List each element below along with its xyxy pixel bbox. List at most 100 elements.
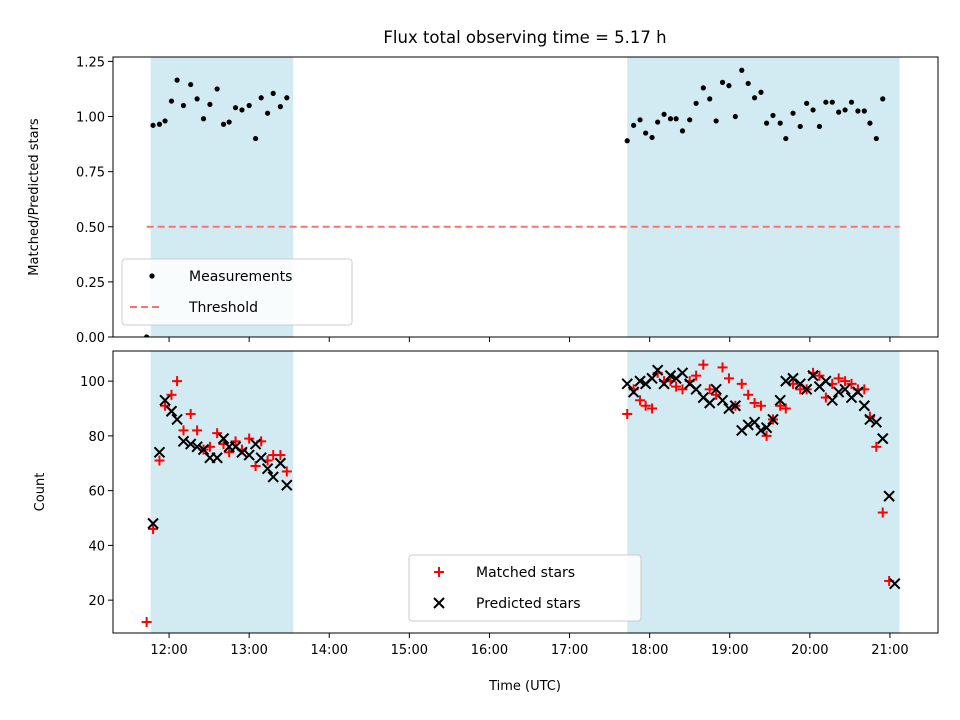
measurement-point: [861, 108, 867, 114]
ratio-y-tick-label: 1.00: [76, 111, 105, 126]
count-plot-area: [141, 359, 901, 628]
legend-handle-0: [149, 273, 155, 279]
predicted-star-point: [281, 479, 293, 491]
predicted-star-point: [255, 452, 267, 464]
matched-star-point: [281, 466, 292, 477]
count-y-axis-label: Count: [33, 473, 48, 512]
predicted-star-point: [826, 394, 838, 406]
count-observing-window-0: [150, 351, 294, 633]
x-tick-label: 13:00: [230, 643, 267, 658]
measurement-point: [700, 85, 706, 91]
predicted-star-point: [767, 413, 779, 426]
count-y-tick-label: 40: [88, 539, 105, 554]
ratio-y-tick-label: 0.00: [76, 331, 105, 346]
matched-star-point: [635, 395, 646, 406]
measurement-point: [679, 128, 686, 134]
predicted-star-point: [858, 400, 871, 412]
matched-star-point: [212, 428, 223, 439]
measurement-point: [277, 104, 284, 110]
measurement-point: [790, 110, 796, 116]
measurement-point: [264, 110, 271, 116]
predicted-star-point: [217, 432, 230, 445]
matched-star-point: [749, 398, 760, 409]
measurement-point: [829, 99, 835, 105]
measurement-point: [631, 122, 637, 128]
matched-star-point: [736, 378, 747, 389]
measurement-point: [207, 101, 213, 108]
predicted-star-point: [839, 383, 851, 396]
measurement-point: [150, 122, 156, 128]
count-series-1: [147, 364, 901, 590]
measurement-point: [873, 135, 879, 142]
measurement-point: [810, 107, 816, 113]
predicted-star-point: [883, 490, 895, 502]
predicted-star-point: [177, 435, 190, 448]
matched-star-point: [154, 455, 165, 466]
measurement-point: [661, 111, 667, 117]
measurement-point: [804, 100, 810, 106]
measurement-point: [797, 123, 803, 130]
measurement-point: [751, 95, 758, 101]
matched-star-point: [244, 433, 255, 444]
matched-star-point: [677, 384, 688, 395]
measurement-point: [188, 81, 194, 88]
matched-star-point: [698, 359, 709, 370]
measurement-point: [783, 135, 789, 142]
measurement-point: [258, 95, 264, 101]
measurement-point: [649, 134, 655, 141]
predicted-star-point: [852, 386, 864, 398]
ratio-axes-frame: [112, 56, 939, 338]
count-y-tick-label: 20: [88, 594, 105, 609]
measurement-point: [239, 107, 245, 113]
matched-star-point: [755, 400, 766, 411]
measurement-point: [713, 118, 719, 124]
matched-star-point: [704, 384, 715, 395]
predicted-star-point: [877, 432, 889, 445]
predicted-star-point: [171, 413, 183, 426]
x-tick-label: 16:00: [471, 643, 508, 658]
predicted-star-point: [646, 372, 658, 385]
predicted-star-point: [704, 397, 716, 409]
measurement-point: [745, 80, 751, 87]
measurement-point: [284, 95, 290, 101]
measurement-point: [194, 96, 200, 102]
measurement-point: [855, 108, 861, 114]
x-tick-label: 19:00: [711, 643, 748, 658]
matched-star-point: [775, 400, 786, 411]
ratio-panel: 0.00 0.25 0.50 0.75 1.00 1.25 Measurements Thre…: [76, 55, 939, 346]
measurement-point: [673, 116, 679, 122]
measurement-point: [180, 102, 187, 109]
x-tick-label: 18:00: [631, 643, 668, 658]
measurement-point: [232, 105, 239, 111]
predicted-star-point: [211, 452, 223, 464]
matched-star-point: [178, 425, 189, 436]
measurement-point: [770, 112, 776, 119]
predicted-star-point: [651, 364, 664, 376]
matched-star-point: [877, 507, 888, 518]
predicted-star-point: [774, 394, 786, 406]
count-observing-window-1: [627, 351, 900, 633]
predicted-star-point: [742, 419, 754, 431]
count-legend: Matched stars Predicted stars: [408, 554, 642, 622]
measurement-point: [252, 135, 259, 142]
ratio-plot-area: [144, 67, 900, 337]
measurement-point: [758, 89, 764, 95]
matched-star-point: [185, 408, 196, 419]
matched-star-point: [640, 400, 651, 411]
matched-star-point: [160, 400, 171, 411]
measurement-point: [156, 121, 163, 127]
measurement-point: [777, 120, 783, 126]
predicted-star-point: [153, 446, 166, 459]
ratio-series-0: [144, 67, 886, 337]
measurement-point: [693, 100, 699, 106]
matched-star-point: [814, 370, 825, 381]
measurement-point: [162, 118, 168, 124]
measurement-point: [848, 99, 855, 105]
count-y-tick-label: 100: [80, 375, 105, 390]
matched-star-point: [172, 376, 183, 387]
predicted-star-point: [184, 438, 197, 450]
matched-star-point: [141, 617, 152, 628]
count-y-tick-label: 80: [88, 430, 105, 445]
predicted-star-point: [634, 375, 646, 387]
